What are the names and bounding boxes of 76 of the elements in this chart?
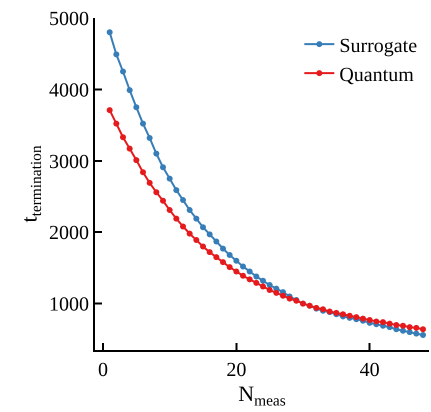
point	[206, 231, 213, 238]
point	[173, 187, 180, 194]
point	[200, 243, 206, 250]
point	[146, 180, 153, 186]
point	[226, 264, 233, 270]
x-tick-label: 0	[98, 359, 108, 381]
y-tick-label: 1000	[49, 294, 89, 316]
x-axis-title: N$_{meas}$	[238, 381, 286, 410]
point	[220, 246, 226, 252]
point	[213, 254, 220, 260]
point	[140, 169, 146, 176]
point	[153, 189, 160, 196]
y-tick-label: 3000	[49, 150, 89, 173]
point	[126, 87, 133, 94]
point	[246, 276, 253, 282]
point	[413, 330, 420, 337]
point	[133, 157, 140, 164]
point	[420, 332, 426, 338]
point	[146, 134, 153, 141]
point	[193, 216, 200, 222]
point	[173, 216, 180, 222]
point	[120, 68, 126, 75]
point	[393, 322, 400, 328]
point	[160, 164, 166, 170]
point	[193, 237, 200, 244]
point	[253, 273, 260, 280]
x-tick-label: 20	[226, 359, 246, 381]
point	[380, 319, 386, 326]
point	[286, 296, 293, 302]
point	[373, 318, 380, 324]
point	[106, 107, 113, 114]
point	[140, 120, 146, 127]
point	[233, 268, 240, 274]
point	[260, 278, 266, 284]
point	[273, 290, 280, 296]
point	[120, 134, 126, 140]
point	[180, 223, 186, 230]
point	[400, 328, 406, 334]
point	[180, 197, 186, 204]
y-tick-label: 2000	[49, 222, 89, 244]
point	[166, 176, 173, 182]
y-tick-label: 5000	[49, 8, 89, 30]
point	[113, 51, 120, 58]
point	[406, 329, 413, 336]
point	[246, 268, 253, 274]
point	[400, 322, 406, 329]
point	[366, 317, 373, 324]
point	[240, 263, 246, 270]
point	[126, 146, 133, 152]
point	[160, 198, 166, 204]
point	[266, 287, 273, 294]
point	[200, 224, 206, 230]
point	[213, 238, 220, 244]
point	[233, 258, 240, 264]
point	[186, 230, 193, 237]
point	[206, 249, 213, 256]
point	[253, 280, 260, 286]
point	[186, 207, 193, 214]
point	[280, 292, 286, 299]
point	[406, 324, 413, 330]
point	[166, 207, 173, 214]
y-tick-label: 4000	[49, 79, 89, 102]
point	[153, 150, 160, 157]
x-tick-label: 40	[360, 359, 380, 381]
point	[420, 326, 426, 332]
point	[386, 320, 393, 327]
point	[226, 252, 233, 258]
point	[260, 283, 266, 290]
point	[133, 104, 140, 110]
legend-label: Quantum	[339, 64, 414, 86]
legend-label: Surrogate	[339, 34, 418, 57]
point	[220, 259, 226, 266]
point	[106, 29, 113, 36]
point	[413, 324, 420, 331]
point	[113, 120, 120, 127]
point	[240, 272, 246, 279]
